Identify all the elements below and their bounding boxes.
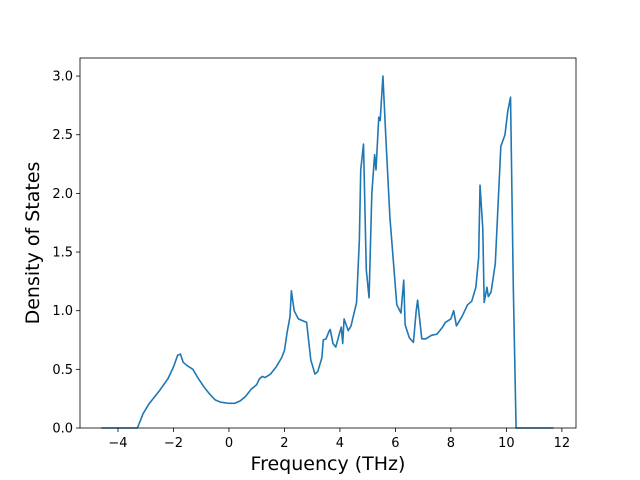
y-tick-label: 1.5 — [52, 246, 73, 261]
y-tick-label: 2.0 — [52, 187, 73, 202]
x-tick-label: −4 — [108, 436, 127, 451]
y-tick-label: 0.5 — [52, 363, 73, 378]
x-axis-label: Frequency (THz) — [251, 453, 406, 475]
x-tick-label: 4 — [336, 436, 344, 451]
y-tick-label: 1.0 — [52, 304, 73, 319]
x-tick-label: 6 — [391, 436, 399, 451]
data-line — [101, 75, 554, 429]
x-tick-label: 12 — [554, 436, 571, 451]
y-axis-label: Density of States — [22, 162, 44, 325]
x-tick-label: −2 — [164, 436, 183, 451]
y-tick-label: 3.0 — [52, 70, 73, 85]
x-tick-label: 10 — [498, 436, 515, 451]
y-tick-label: 2.5 — [52, 128, 73, 143]
x-tick-label: 0 — [225, 436, 233, 451]
y-tick-label: 0.0 — [52, 422, 73, 437]
x-tick-label: 8 — [447, 436, 455, 451]
axes-frame — [79, 57, 577, 429]
x-tick-label: 2 — [280, 436, 288, 451]
